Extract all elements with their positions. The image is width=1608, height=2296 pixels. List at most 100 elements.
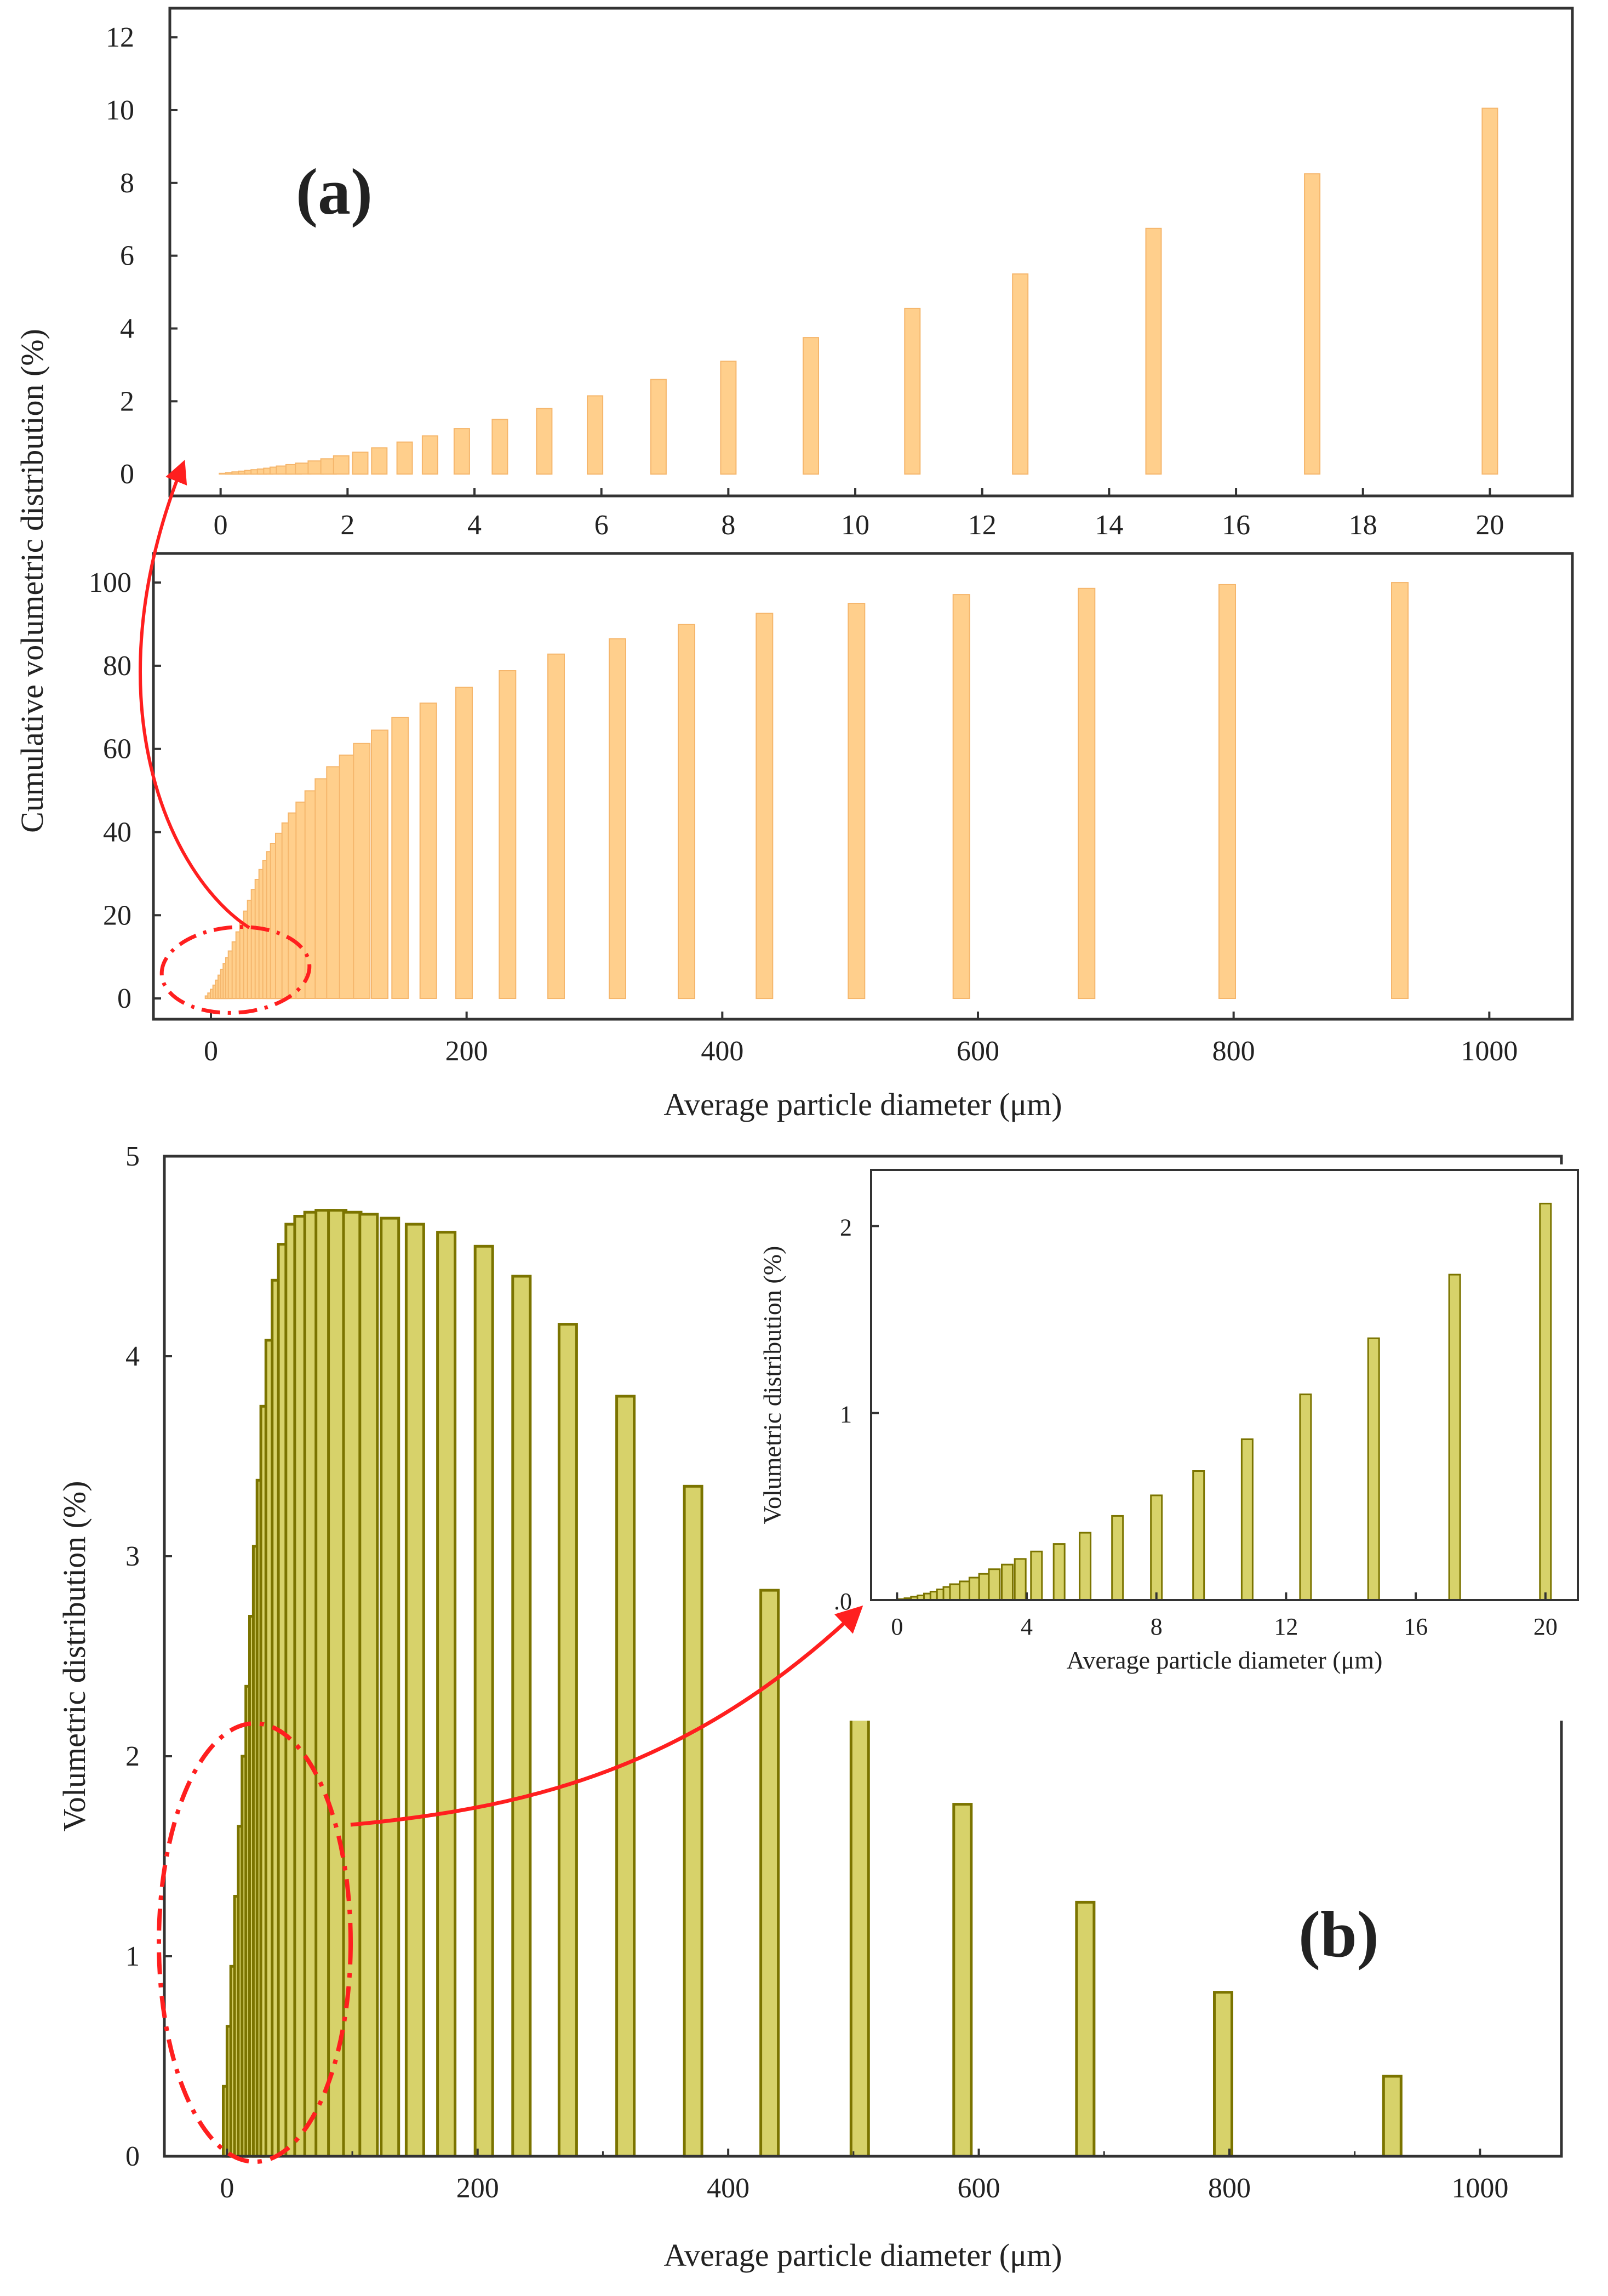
bar bbox=[1367, 1337, 1380, 1601]
x-tick-label: 8 bbox=[721, 510, 735, 541]
panel-b-label: (b) bbox=[1298, 1898, 1379, 1971]
bar bbox=[615, 1395, 636, 2158]
bar bbox=[587, 395, 604, 475]
x-tick-label: 6 bbox=[594, 510, 609, 541]
bar bbox=[952, 1803, 973, 2158]
bar bbox=[371, 729, 388, 999]
bar bbox=[358, 1213, 379, 2158]
cumulative-full-chart: 0 200 400 600 800 1000 0 20 40 60 80 100 Average par… bbox=[89, 552, 1574, 1122]
bar bbox=[1078, 587, 1096, 999]
x-tick-label: 14 bbox=[1095, 510, 1123, 541]
y-tick-label: 2 bbox=[840, 1214, 852, 1241]
bar bbox=[1218, 584, 1236, 999]
bar bbox=[491, 419, 508, 475]
bar bbox=[1448, 1273, 1461, 1601]
x-tick-label: 800 bbox=[1208, 2173, 1251, 2204]
bar bbox=[1075, 1900, 1096, 2158]
x-tick-label: 0 bbox=[891, 1613, 903, 1640]
x-tick-label: 16 bbox=[1404, 1613, 1428, 1640]
y-axis-label: Volumetric distribution (%) bbox=[758, 1246, 786, 1524]
plot-frame bbox=[168, 7, 1574, 498]
bar bbox=[1014, 1558, 1027, 1601]
y-tick-label: 2 bbox=[120, 386, 134, 417]
x-tick-label: 4 bbox=[1021, 1613, 1033, 1640]
x-tick-label: 200 bbox=[456, 2173, 499, 2204]
a-zoom-arrow bbox=[139, 460, 250, 929]
bar bbox=[1145, 227, 1162, 475]
y-tick-label: 6 bbox=[120, 241, 134, 272]
bar bbox=[848, 603, 866, 999]
x-tick-label: 0 bbox=[214, 510, 228, 541]
bar bbox=[678, 624, 695, 999]
y-tick-label: 3 bbox=[125, 1541, 140, 1572]
bar bbox=[511, 1275, 532, 2158]
bar bbox=[1192, 1470, 1205, 1601]
y-tick-label: 40 bbox=[103, 816, 131, 848]
x-tick-label: 1000 bbox=[1461, 1036, 1518, 1067]
plot-frame bbox=[870, 1169, 1579, 1601]
x-tick-label: 400 bbox=[707, 2173, 749, 2204]
bar bbox=[1111, 1515, 1124, 1601]
y-axis-label: Volumetric distribution (%) bbox=[56, 1481, 92, 1831]
x-tick-label: 600 bbox=[957, 1036, 999, 1067]
bar bbox=[557, 1323, 578, 2158]
a-zoom-region-ellipse bbox=[159, 925, 312, 1015]
y-tick-label: 1 bbox=[840, 1401, 852, 1428]
x-tick-label: 12 bbox=[1274, 1613, 1298, 1640]
y-tick-label: 4 bbox=[125, 1341, 140, 1372]
x-axis-label: Average particle diameter (μm) bbox=[663, 1087, 1062, 1122]
bar bbox=[759, 1589, 780, 2158]
x-tick-label: 600 bbox=[958, 2173, 1000, 2204]
bar bbox=[720, 361, 737, 475]
y-tick-label: 1 bbox=[125, 1941, 140, 1972]
y-tick-label: 10 bbox=[106, 95, 134, 126]
bar bbox=[333, 455, 350, 475]
x-tick-label: 2 bbox=[340, 510, 354, 541]
bar bbox=[756, 613, 774, 999]
bar bbox=[1539, 1202, 1552, 1601]
y-tick-label: 0 bbox=[120, 459, 134, 490]
bar bbox=[536, 408, 553, 475]
y-tick-label: .0 bbox=[834, 1588, 852, 1615]
x-tick-label: 0 bbox=[204, 1036, 218, 1067]
bar bbox=[371, 447, 388, 475]
x-tick-label: 20 bbox=[1533, 1613, 1558, 1640]
x-axis-label: Average particle diameter (μm) bbox=[1067, 1646, 1383, 1674]
b-zoom-region-ellipse bbox=[157, 1721, 353, 2164]
x-tick-label: 800 bbox=[1212, 1036, 1255, 1067]
x-tick-label: 8 bbox=[1151, 1613, 1163, 1640]
bar bbox=[650, 379, 667, 475]
y-tick-label: 80 bbox=[103, 650, 131, 682]
bar bbox=[1240, 1438, 1254, 1601]
bar bbox=[380, 1216, 400, 2158]
bar bbox=[547, 653, 565, 999]
bar bbox=[1079, 1532, 1092, 1601]
bar bbox=[1382, 2075, 1403, 2158]
bar bbox=[436, 1231, 457, 2158]
bar bbox=[952, 594, 970, 999]
cumulative-zoom-chart: 0 2 4 6 8 10 12 14 16 18 20 0 2 4 6 8 10 12 bbox=[106, 7, 1574, 541]
x-tick-label: 18 bbox=[1349, 510, 1377, 541]
bar bbox=[1481, 107, 1498, 475]
bar bbox=[1030, 1550, 1043, 1601]
x-axis-label: Average particle diameter (μm) bbox=[663, 2237, 1062, 2273]
x-tick-label: 0 bbox=[220, 2173, 234, 2204]
b-zoom-arrow bbox=[350, 1605, 863, 1827]
x-tick-label: 10 bbox=[841, 510, 869, 541]
y-tick-label: 12 bbox=[106, 22, 134, 53]
bar bbox=[421, 435, 438, 475]
bar bbox=[1052, 1543, 1066, 1601]
bar bbox=[1391, 582, 1409, 999]
bar bbox=[1299, 1393, 1312, 1601]
bar bbox=[803, 337, 819, 475]
bar bbox=[1012, 273, 1029, 475]
inset-background bbox=[789, 1164, 1586, 1721]
panel-a-label: (a) bbox=[296, 155, 373, 228]
bar bbox=[1150, 1494, 1163, 1601]
y-tick-label: 5 bbox=[125, 1141, 140, 1172]
a-y-axis-label: Cumulative volumetric distribution (%) bbox=[14, 329, 50, 833]
bar bbox=[342, 1210, 363, 2158]
bar bbox=[1001, 1563, 1014, 1601]
